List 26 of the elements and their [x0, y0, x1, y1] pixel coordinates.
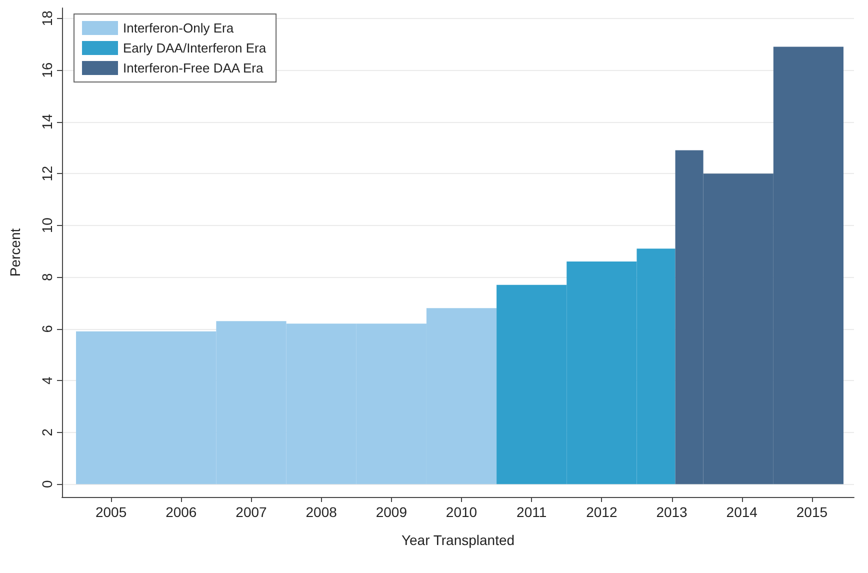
x-tick-label: 2009 [376, 504, 408, 520]
x-tick-label: 2007 [236, 504, 268, 520]
x-axis-title: Year Transplanted [401, 532, 515, 548]
y-tick-label: 0 [39, 480, 55, 488]
y-tick-label: 10 [39, 217, 55, 234]
y-tick-label: 14 [39, 114, 55, 130]
x-tick-label: 2010 [446, 504, 478, 520]
legend-label: Interferon-Free DAA Era [123, 60, 264, 76]
x-tick-label: 2015 [796, 504, 828, 520]
y-tick-label: 6 [39, 324, 55, 333]
x-tick-label: 2014 [726, 504, 758, 520]
y-tick-label: 12 [39, 166, 55, 182]
legend-label: Early DAA/Interferon Era [123, 40, 267, 56]
legend-label: Interferon-Only Era [123, 20, 234, 36]
x-tick-label: 2006 [166, 504, 197, 520]
x-tick-label: 2012 [586, 504, 618, 520]
y-tick-label: 16 [39, 62, 55, 78]
y-tick-label: 18 [39, 10, 55, 26]
x-tick-label: 2011 [516, 504, 547, 520]
x-tick-label: 2013 [656, 504, 688, 520]
x-tick-label: 2005 [95, 504, 127, 520]
y-tick-label: 4 [39, 376, 55, 384]
y-tick-label: 2 [39, 428, 55, 436]
x-tick-label: 2008 [306, 504, 338, 520]
y-axis-title: Percent [7, 228, 23, 277]
y-tick-label: 8 [39, 272, 55, 281]
